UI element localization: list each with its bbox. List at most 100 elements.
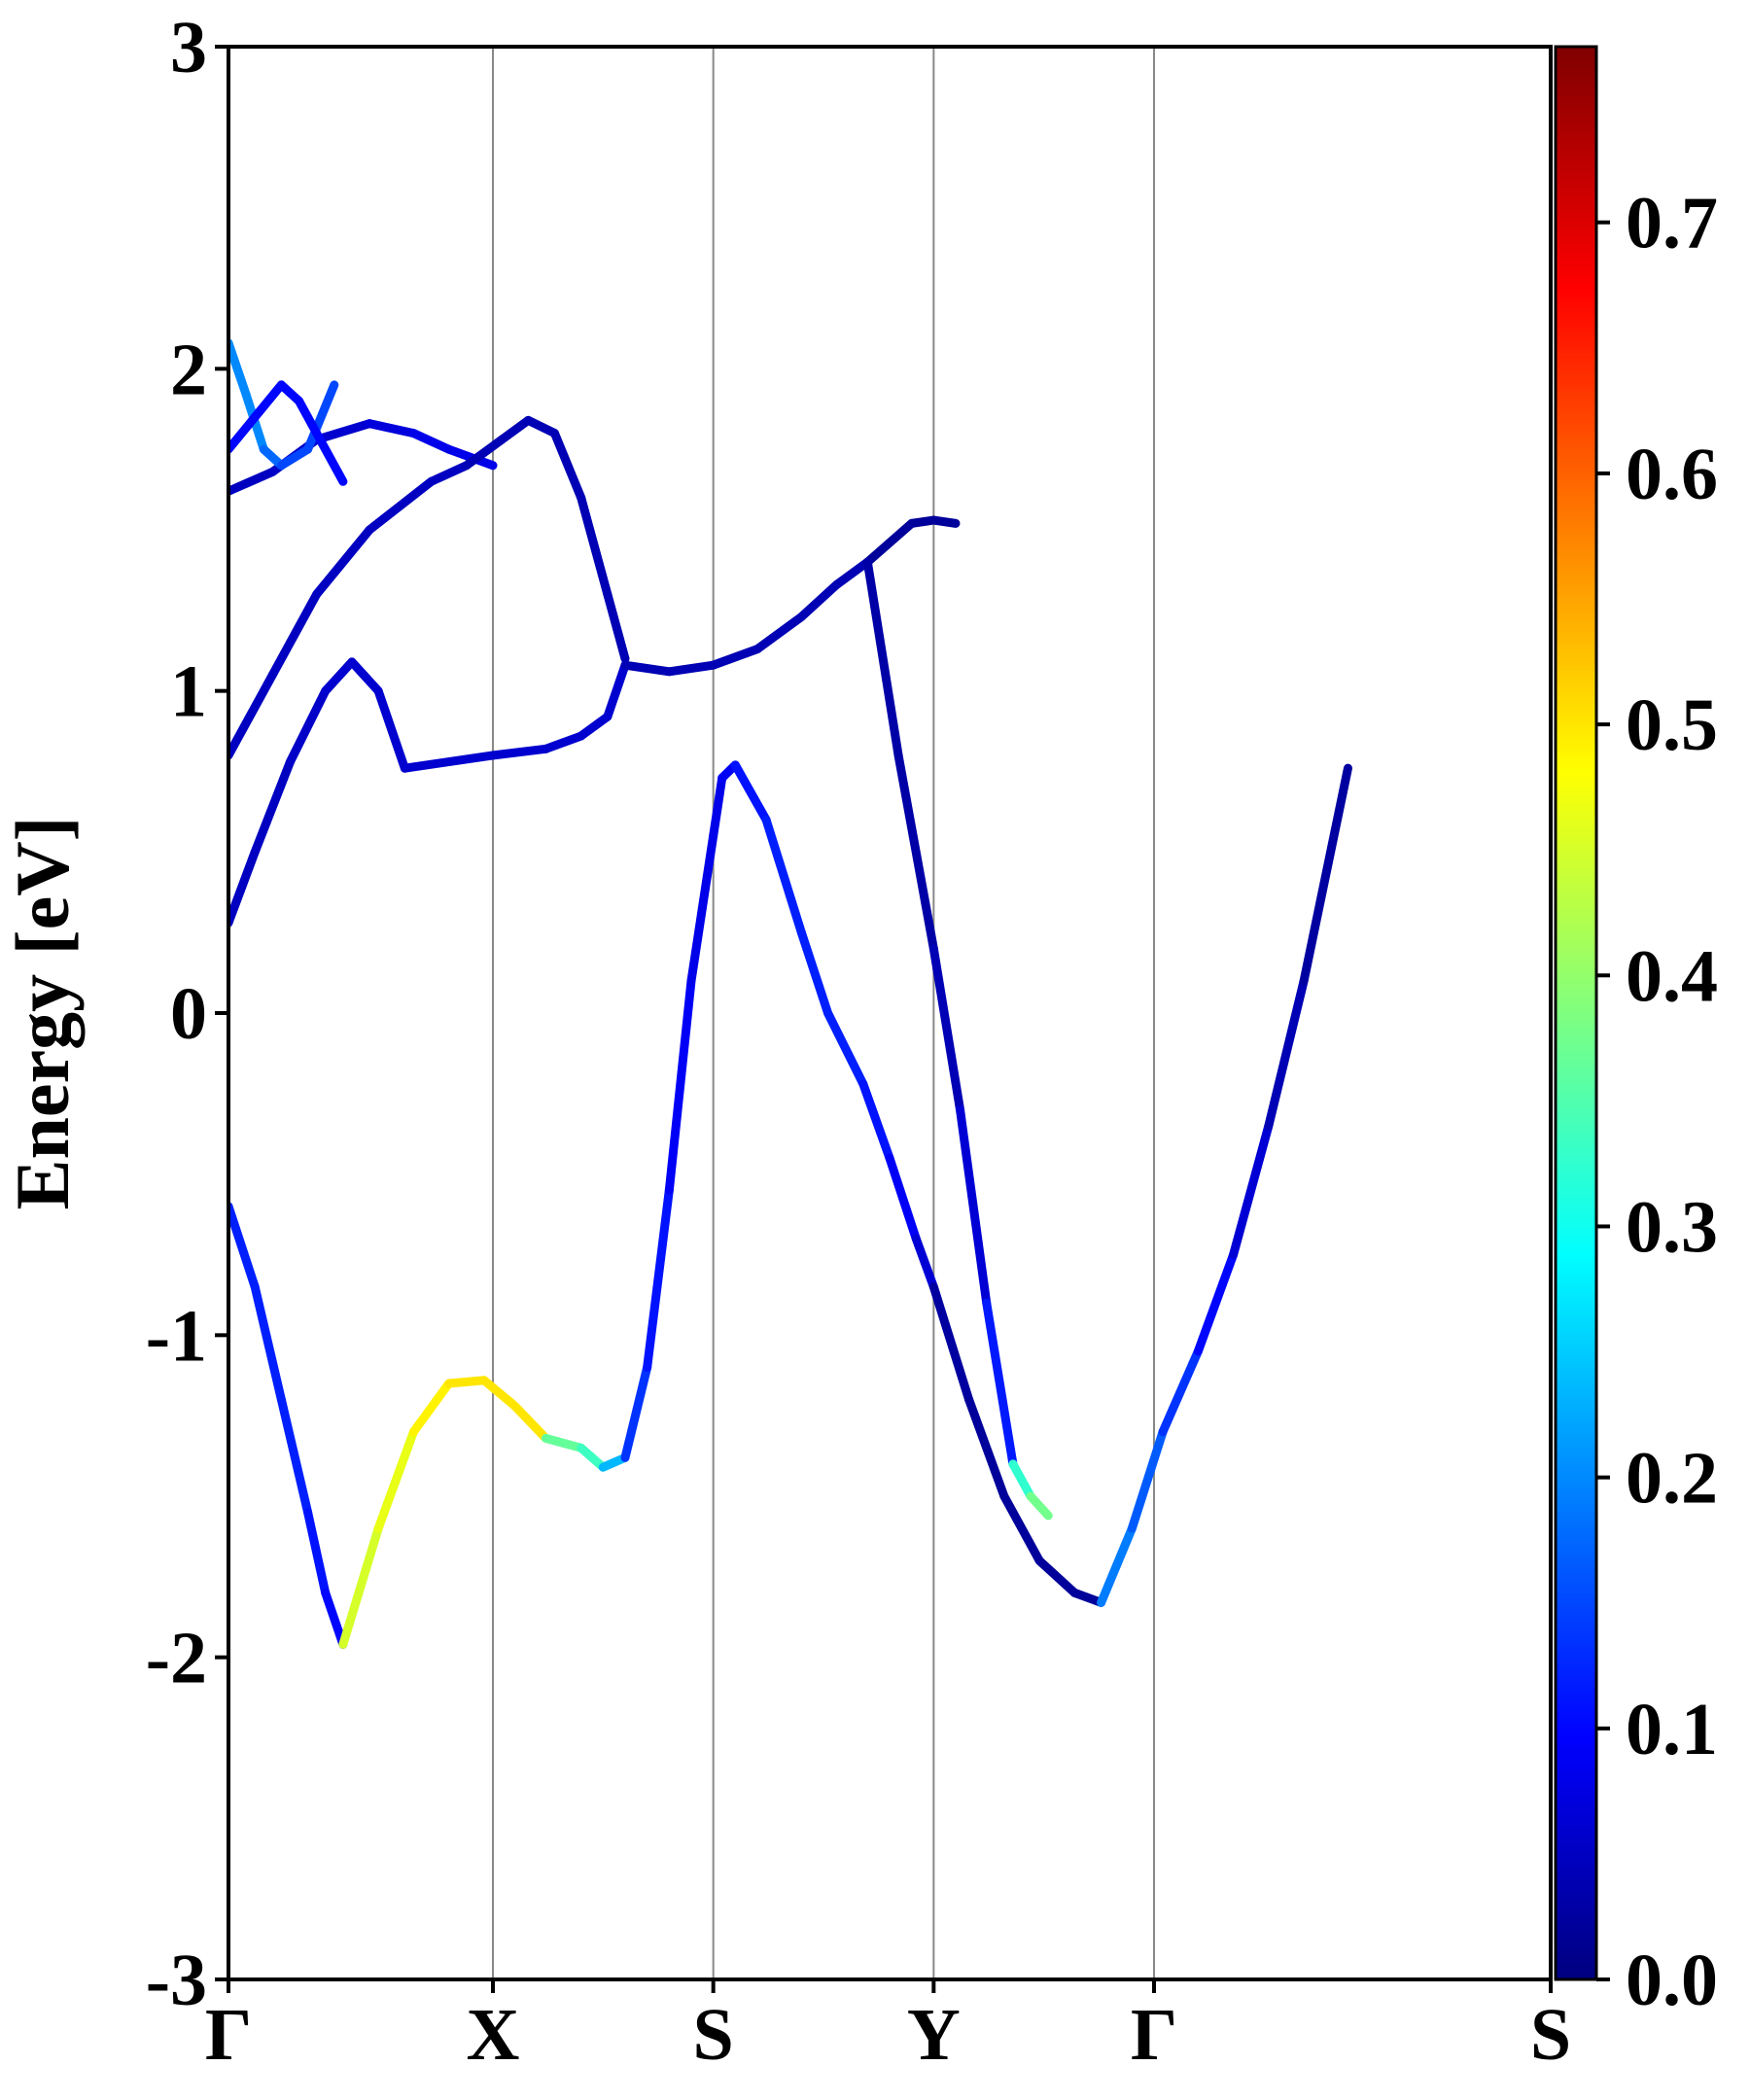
y-tick-label-6: -3 [146, 1940, 207, 2021]
band-14-segment-1 [497, 415, 533, 444]
band-5-segment-6 [1299, 763, 1352, 986]
band-6-segment-0 [228, 847, 260, 928]
band-10-segment-3 [956, 1104, 992, 1308]
colorbar-tick-label-5: 0.5 [1626, 684, 1718, 766]
band-7-segment-3 [577, 712, 612, 741]
band-curves [228, 338, 1352, 1649]
band-16-segment-1 [250, 380, 286, 422]
band-3-segment-1 [761, 815, 806, 937]
colorbar [1554, 45, 1598, 1981]
band-2-segment-3 [620, 1362, 652, 1462]
colorbar-tick-label-4: 0.4 [1626, 935, 1718, 1017]
x-tick-label-5: S [1530, 1994, 1571, 2076]
band-6-segment-1 [250, 757, 295, 857]
band-8-segment-3 [752, 612, 806, 654]
band-6-segment-3 [321, 657, 357, 696]
band-2-segment-5 [664, 976, 696, 1195]
band-10-segment-0 [862, 557, 903, 760]
band-5-segment-4 [1229, 1121, 1274, 1259]
x-tick-label-1: X [467, 1994, 520, 2076]
y-tick-label-4: -1 [146, 1295, 207, 1377]
high-symmetry-lines [492, 47, 1155, 1979]
band-12-segment-0 [228, 467, 277, 496]
band-4-segment-0 [928, 1282, 974, 1405]
band-8-segment-1 [664, 660, 718, 677]
plot-frame [227, 45, 1553, 1981]
x-tick-label-2: S [693, 1994, 734, 2076]
band-8-segment-4 [796, 579, 842, 621]
band-5-segment-3 [1193, 1250, 1239, 1356]
x-tick-label-4: Γ [1131, 1994, 1177, 2076]
band-1-segment-1 [373, 1427, 418, 1533]
band-14-segment-2 [523, 415, 559, 438]
y-tick-label-1: 2 [170, 329, 207, 410]
band-16-segment-4 [312, 429, 348, 486]
band-4-segment-4 [1069, 1588, 1106, 1607]
band-13-segment-4 [427, 461, 472, 486]
band-11-segment-0 [1008, 1459, 1035, 1501]
y-tick-label-5: -2 [146, 1618, 207, 1699]
band-2-segment-6 [686, 831, 718, 986]
band-5-segment-0 [1097, 1523, 1137, 1607]
band-3-segment-0 [730, 760, 771, 824]
band-10-segment-2 [928, 944, 965, 1114]
y-tick-label-3: 0 [170, 973, 207, 1055]
band-12-segment-2 [312, 419, 374, 444]
band-2-segment-7 [709, 773, 727, 841]
band-1-segment-5 [510, 1401, 550, 1443]
colorbar-tick-label-0: 0.0 [1626, 1940, 1718, 2021]
colorbar-ticks: 0.0 0.1 0.2 0.3 0.4 0.5 0.6 0.7 [1596, 183, 1718, 2021]
band-5-segment-2 [1158, 1347, 1203, 1437]
band-7-segment-1 [488, 744, 550, 760]
band-14-segment-4 [577, 493, 612, 599]
band-15-segment-4 [303, 380, 339, 454]
band-7-segment-2 [541, 731, 586, 753]
band-0-segment-2 [276, 1395, 313, 1518]
band-4-segment-2 [999, 1491, 1044, 1565]
y-axis-label: Energy [eV] [0, 816, 85, 1209]
band-1-segment-4 [479, 1376, 520, 1411]
band-1-segment-3 [444, 1376, 489, 1388]
band-5-segment-5 [1264, 976, 1309, 1131]
band-13-segment-0 [228, 670, 277, 760]
band-13-segment-1 [267, 589, 322, 680]
band-3-segment-5 [885, 1153, 921, 1243]
colorbar-tick-label-3: 0.3 [1626, 1186, 1718, 1268]
band-4-segment-1 [964, 1395, 1009, 1501]
band-7-segment-4 [603, 660, 630, 721]
band-1-segment-0 [338, 1523, 383, 1649]
colorbar-tick-label-2: 0.2 [1626, 1438, 1718, 1520]
band-10-segment-4 [982, 1298, 1018, 1469]
band-3-segment-3 [823, 1008, 868, 1089]
colorbar-tick-label-7: 0.7 [1626, 183, 1718, 264]
band-3-segment-6 [911, 1234, 938, 1292]
band-0-segment-1 [250, 1282, 286, 1405]
band-15-segment-0 [228, 338, 251, 400]
band-13-segment-2 [312, 525, 374, 599]
band-13-segment-3 [365, 476, 437, 535]
band-0-segment-4 [321, 1588, 348, 1649]
colorbar-tick-label-1: 0.1 [1626, 1689, 1718, 1770]
y-axis-ticks: 3 2 1 0 -1 -2 -3 [146, 7, 228, 2021]
band-6-segment-4 [347, 657, 383, 696]
x-tick-label-3: Y [907, 1994, 961, 2076]
band-10-segment-1 [893, 751, 938, 954]
band-2-segment-0 [541, 1433, 586, 1452]
band-5-segment-1 [1127, 1427, 1168, 1533]
band-16-segment-0 [228, 412, 260, 454]
band-14-segment-5 [603, 589, 630, 664]
band-0-segment-0 [228, 1202, 260, 1292]
band-9-segment-0 [862, 518, 917, 567]
band-7-segment-0 [400, 751, 498, 773]
x-tick-label-0: Γ [205, 1994, 252, 2076]
band-6-segment-2 [285, 686, 331, 767]
band-8-segment-0 [620, 660, 674, 677]
band-0-segment-3 [303, 1508, 331, 1597]
band-12-segment-3 [365, 419, 418, 438]
band-3-segment-2 [796, 928, 833, 1018]
y-tick-label-2: 1 [170, 651, 207, 733]
band-9-segment-2 [928, 515, 961, 528]
band-6-segment-5 [373, 686, 409, 773]
